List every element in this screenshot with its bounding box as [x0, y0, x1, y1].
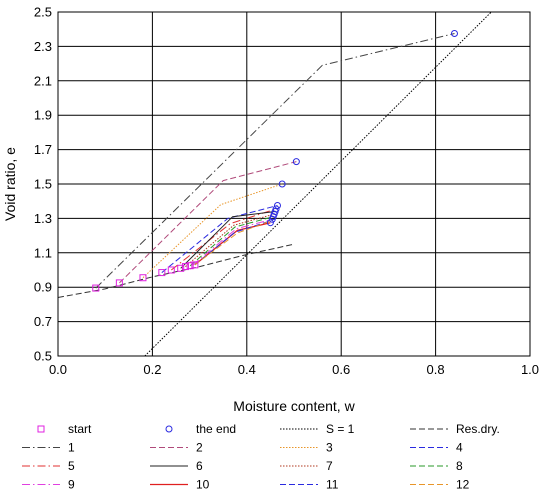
- legend-entry: 5: [22, 459, 75, 473]
- legend-label: 3: [326, 441, 333, 455]
- series-line: [189, 216, 274, 267]
- series-line: [185, 213, 275, 267]
- series-line: [194, 220, 271, 266]
- legend-swatch: [165, 425, 173, 433]
- y-tick-label: 1.7: [34, 142, 52, 157]
- legend-entry: the end: [165, 422, 236, 436]
- legend-entry: 8: [410, 459, 463, 473]
- plot-frame: [57, 11, 531, 357]
- legend-label: start: [68, 422, 92, 436]
- legend-entry: 12: [410, 478, 470, 492]
- y-tick-label: 0.9: [34, 280, 52, 295]
- y-tick-label: 1.9: [34, 108, 52, 123]
- data-point-square: [191, 261, 199, 269]
- data-point-square: [139, 274, 147, 282]
- legend-entry: S = 1: [280, 422, 355, 436]
- legend-entry: 3: [280, 441, 333, 455]
- legend-label: 5: [68, 459, 75, 473]
- data-point-square: [158, 269, 166, 277]
- y-tick-label: 1.3: [34, 211, 52, 226]
- data-point-circle: [268, 215, 276, 223]
- series-line: [180, 211, 276, 269]
- legend-entry: 11: [280, 478, 339, 492]
- series-line: [57, 243, 295, 298]
- grid: [57, 11, 531, 357]
- data-point-square: [186, 262, 194, 270]
- legend-label: Res.dry.: [456, 422, 500, 436]
- y-tick-label: 1.5: [34, 177, 52, 192]
- data-point-circle: [266, 219, 274, 227]
- x-tick-label: 0.6: [332, 362, 350, 377]
- y-tick-label: 2.1: [34, 73, 52, 88]
- series-line: [144, 11, 492, 357]
- y-tick-label: 2.3: [34, 39, 52, 54]
- x-tick-label: 1.0: [521, 362, 539, 377]
- series-s-1: [144, 11, 492, 357]
- legend-entry: start: [37, 422, 92, 436]
- data-point-circle: [292, 158, 300, 166]
- legend-label: the end: [196, 422, 236, 436]
- legend-label: 7: [326, 459, 333, 473]
- data-point-square: [92, 284, 100, 292]
- legend-entry: 4: [410, 441, 463, 455]
- legend-label: 4: [456, 441, 463, 455]
- series-9: [192, 218, 273, 266]
- series-line: [161, 205, 278, 273]
- series-8: [189, 216, 274, 267]
- legend-entry: 9: [22, 478, 75, 492]
- series-line: [119, 161, 297, 284]
- series-layer: [57, 11, 492, 357]
- data-point-circle: [278, 180, 286, 188]
- legend-entry: 10: [150, 478, 210, 492]
- x-axis-title: Moisture content, w: [233, 398, 355, 414]
- series-2: [119, 161, 297, 284]
- legend-entry: 7: [280, 459, 333, 473]
- series-line: [192, 218, 273, 266]
- legend-label: 8: [456, 459, 463, 473]
- y-tick-label: 0.7: [34, 314, 52, 329]
- series-1: [95, 33, 455, 289]
- series-12: [194, 220, 271, 266]
- series-7: [185, 213, 275, 267]
- y-axis-title: Void ratio, e: [2, 147, 18, 221]
- series-line: [95, 33, 455, 289]
- data-point-circle: [273, 202, 281, 209]
- legend-label: 12: [456, 478, 470, 492]
- legend-swatch: [37, 425, 45, 433]
- data-point-square: [181, 263, 189, 271]
- legend-label: 2: [196, 441, 203, 455]
- legend-label: 6: [196, 459, 203, 473]
- data-point-square: [167, 266, 175, 274]
- series-res-dry: [57, 243, 295, 298]
- legend-label: 11: [326, 478, 339, 492]
- y-tick-label: 1.1: [34, 245, 52, 260]
- data-point-square: [115, 279, 123, 287]
- legend-label: 9: [68, 478, 75, 492]
- series-4: [161, 205, 278, 273]
- y-tick-label: 0.5: [34, 349, 52, 364]
- legend-entry: 2: [150, 441, 203, 455]
- legend-label: S = 1: [326, 422, 355, 436]
- legend-label: 10: [196, 478, 210, 492]
- series-6: [180, 211, 276, 269]
- x-tick-label: 0.0: [49, 362, 67, 377]
- legend-entry: 6: [150, 459, 203, 473]
- legend-entry: 1: [22, 441, 75, 455]
- markers-start: [92, 261, 199, 292]
- legend-entry: Res.dry.: [410, 422, 500, 436]
- data-point-circle: [450, 30, 458, 37]
- x-tick-label: 0.2: [143, 362, 161, 377]
- y-tick-label: 2.5: [34, 5, 52, 20]
- legend: start the end S = 1 Res.dry.1 2 3 45 6 7 89 10 11 12: [22, 422, 500, 492]
- markers-the-end: [266, 30, 458, 227]
- data-point-square: [177, 264, 185, 272]
- x-tick-label: 0.4: [238, 362, 256, 377]
- legend-label: 1: [68, 441, 75, 455]
- tick-labels: 0.0 0.2 0.4 0.6 0.8 1.0 0.5 0.7 0.9 1.1 1.3 1.5 1.7 1…: [34, 5, 539, 378]
- x-tick-label: 0.8: [427, 362, 445, 377]
